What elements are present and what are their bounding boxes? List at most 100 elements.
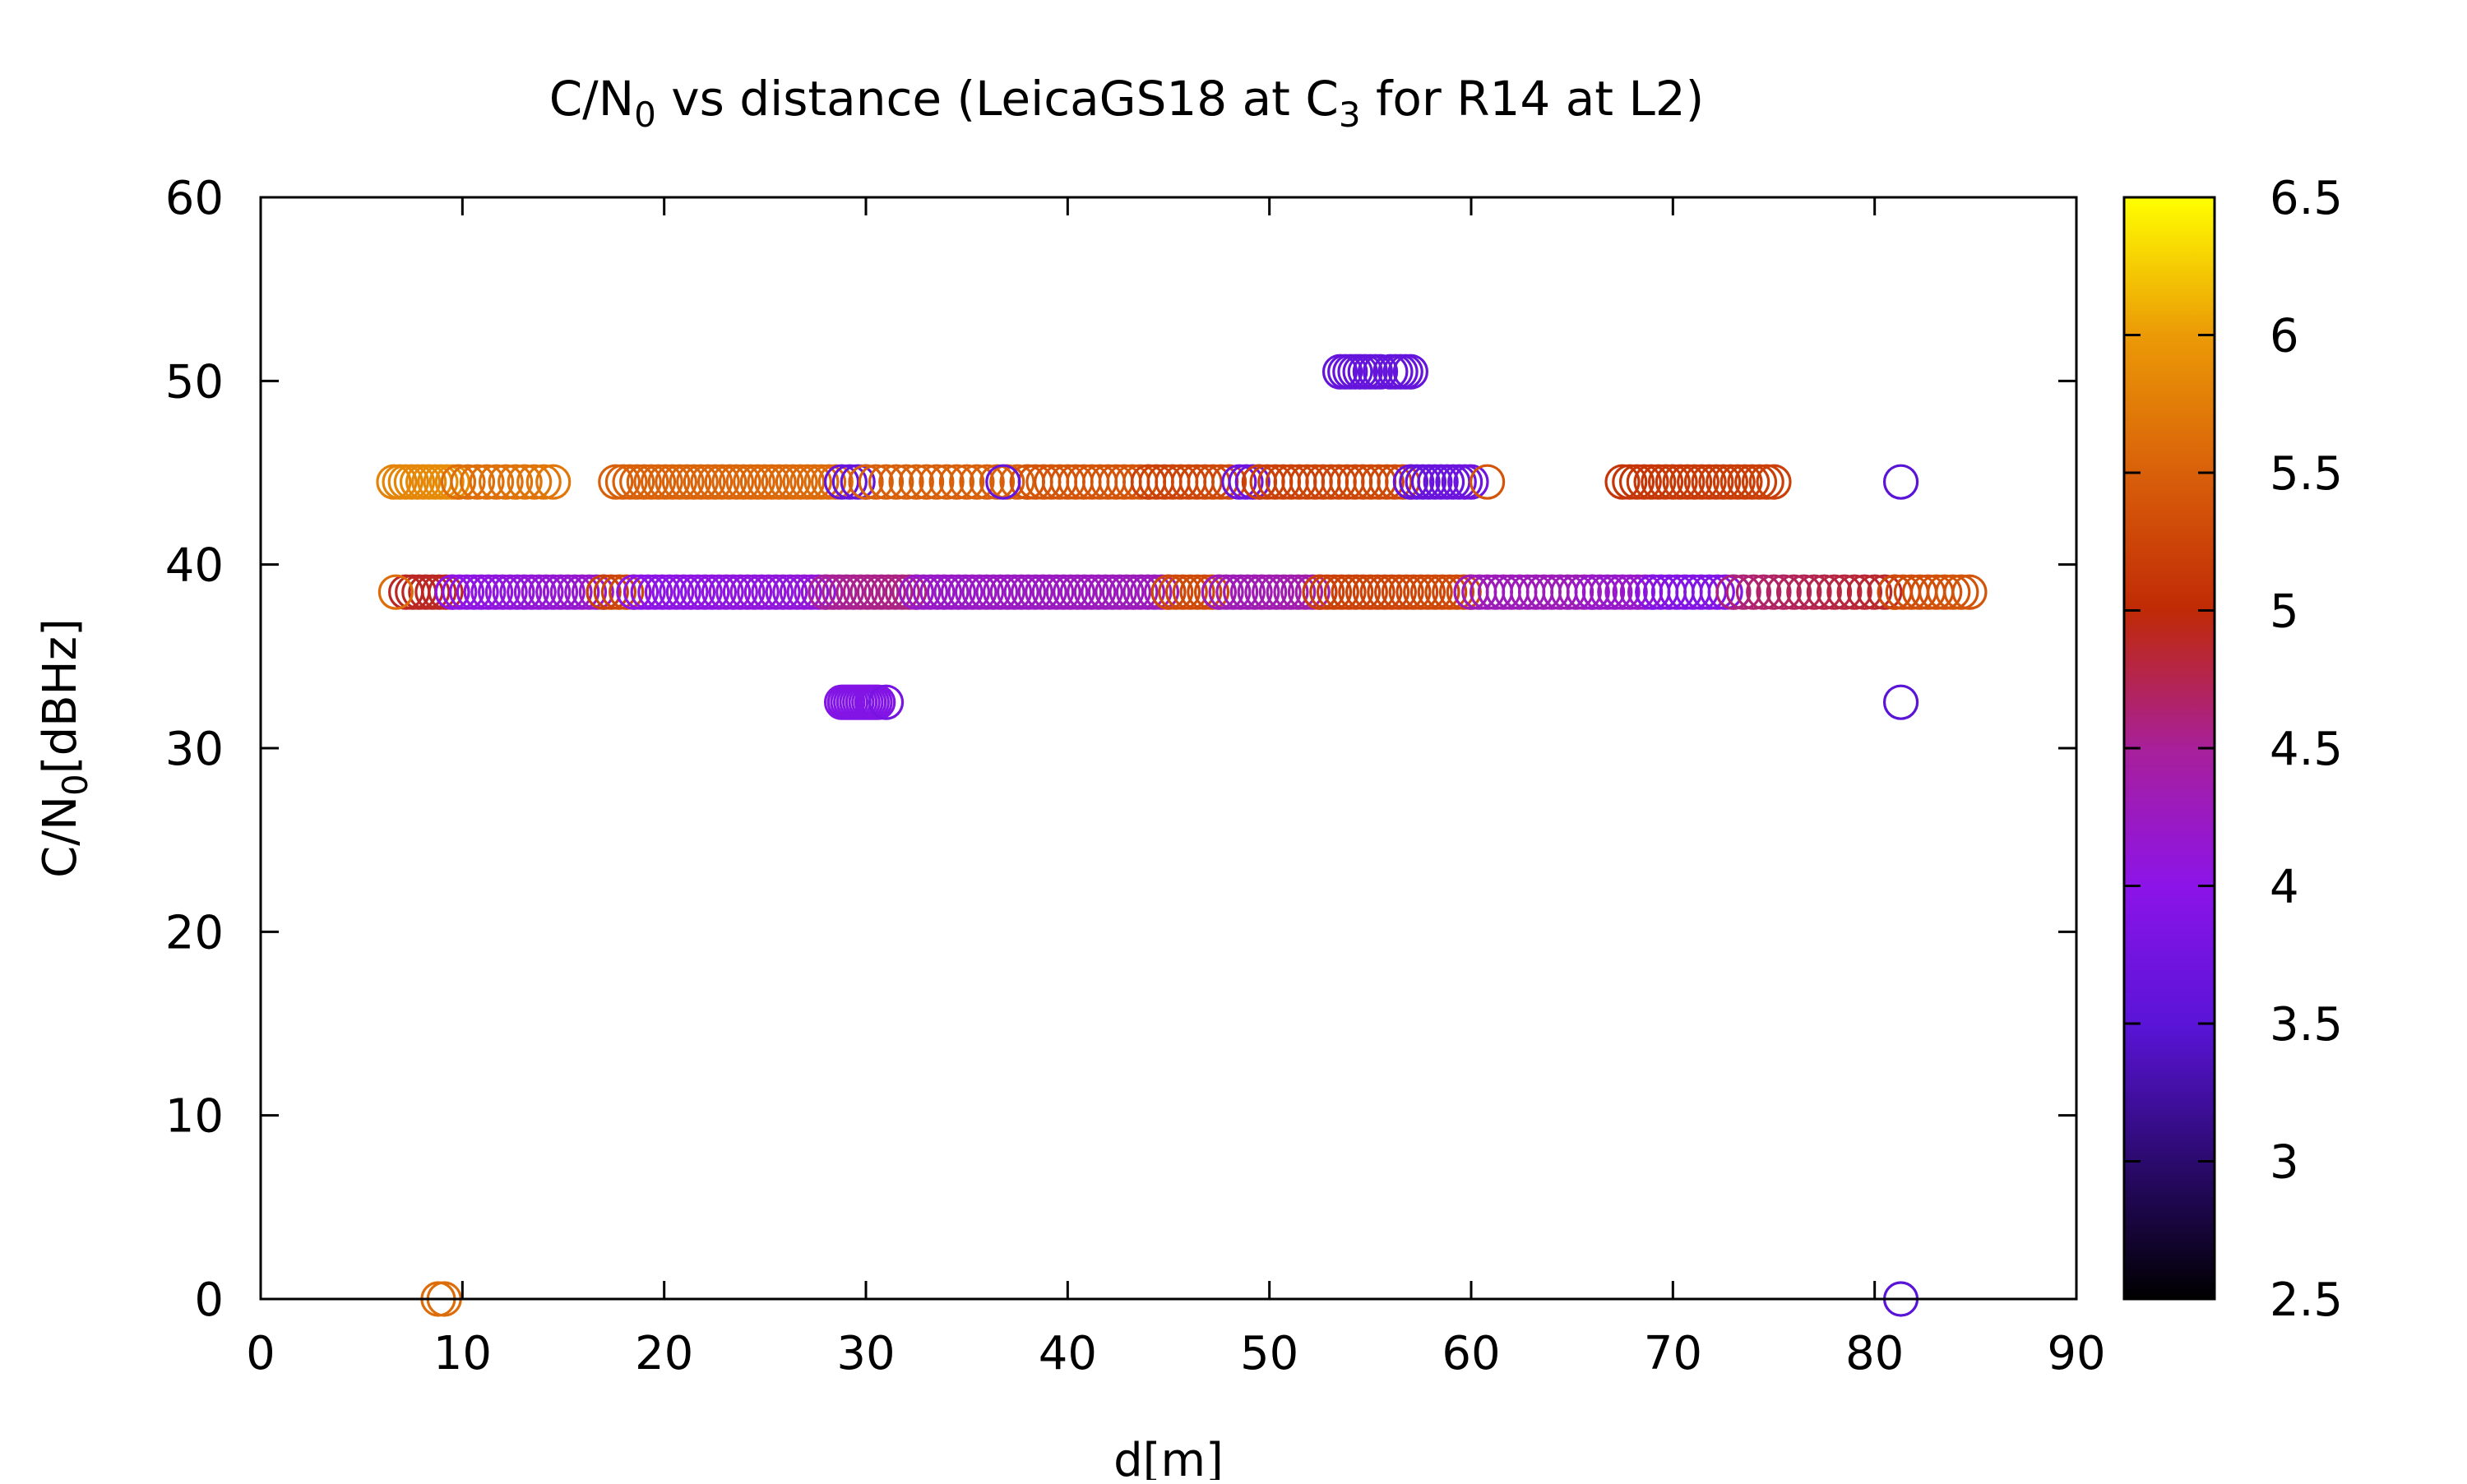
data-point bbox=[633, 464, 669, 500]
data-point bbox=[722, 574, 758, 610]
x-tick-label: 0 bbox=[246, 1327, 275, 1380]
data-point bbox=[1796, 574, 1832, 610]
data-point bbox=[612, 464, 648, 500]
data-point bbox=[1059, 574, 1095, 610]
data-point bbox=[630, 574, 666, 610]
data-point bbox=[1045, 574, 1081, 610]
data-point bbox=[470, 574, 507, 610]
data-point bbox=[996, 574, 1033, 610]
data-point bbox=[1215, 574, 1252, 610]
data-point bbox=[1302, 574, 1338, 610]
data-point bbox=[1352, 574, 1388, 610]
data-point bbox=[757, 574, 794, 610]
data-point bbox=[1403, 574, 1439, 610]
data-point bbox=[598, 464, 634, 500]
data-point bbox=[1756, 464, 1792, 500]
colorbar-tick-label: 3 bbox=[2270, 1136, 2299, 1190]
data-point bbox=[1164, 574, 1201, 610]
data-point bbox=[938, 464, 975, 500]
data-point bbox=[661, 464, 698, 500]
data-point bbox=[794, 574, 830, 610]
data-point bbox=[1470, 464, 1506, 500]
data-point bbox=[644, 574, 680, 610]
colorbar-tick-label: 5 bbox=[2270, 585, 2299, 639]
data-point bbox=[739, 464, 775, 500]
data-point bbox=[1115, 574, 1152, 610]
data-point bbox=[1619, 574, 1656, 610]
data-point bbox=[637, 574, 673, 610]
data-point bbox=[786, 574, 822, 610]
data-point bbox=[1453, 464, 1489, 500]
data-point bbox=[1589, 574, 1626, 610]
data-point bbox=[828, 574, 865, 610]
data-point bbox=[775, 464, 812, 500]
data-point bbox=[659, 574, 695, 610]
data-point bbox=[1786, 574, 1822, 610]
data-point bbox=[725, 464, 761, 500]
data-point bbox=[822, 574, 858, 610]
data-point bbox=[800, 574, 836, 610]
x-tick-label: 70 bbox=[1644, 1327, 1702, 1380]
data-point bbox=[593, 574, 629, 610]
data-point bbox=[1626, 464, 1662, 500]
data-point bbox=[1741, 464, 1778, 500]
data-point bbox=[651, 574, 687, 610]
data-point bbox=[1323, 574, 1359, 610]
data-point bbox=[525, 464, 562, 500]
data-point bbox=[1604, 464, 1641, 500]
data-point bbox=[488, 464, 524, 500]
data-point bbox=[478, 464, 515, 500]
data-point bbox=[507, 574, 543, 610]
data-point bbox=[1266, 574, 1302, 610]
data-point bbox=[535, 574, 572, 610]
data-point bbox=[1409, 574, 1446, 610]
data-point bbox=[694, 574, 730, 610]
x-tick-label: 80 bbox=[1845, 1327, 1904, 1380]
data-point bbox=[1367, 574, 1403, 610]
data-point bbox=[1172, 574, 1208, 610]
data-point bbox=[1073, 574, 1109, 610]
data-point bbox=[1338, 574, 1374, 610]
data-point bbox=[898, 574, 934, 610]
data-point bbox=[1641, 464, 1677, 500]
data-point bbox=[1273, 574, 1309, 610]
data-point bbox=[1187, 464, 1223, 500]
data-point bbox=[1951, 574, 1988, 610]
data-point bbox=[1826, 574, 1863, 610]
data-point bbox=[1345, 574, 1382, 610]
data-point bbox=[1223, 574, 1259, 610]
data-point bbox=[1237, 574, 1273, 610]
data-point bbox=[1294, 574, 1331, 610]
data-point bbox=[842, 574, 878, 610]
data-point bbox=[623, 574, 660, 610]
data-point bbox=[542, 574, 579, 610]
y-tick-label: 30 bbox=[165, 723, 224, 776]
data-point bbox=[1368, 464, 1405, 500]
data-point bbox=[1143, 574, 1180, 610]
data-point bbox=[1392, 354, 1429, 390]
data-point bbox=[814, 574, 851, 610]
data-point bbox=[665, 574, 701, 610]
data-point bbox=[1229, 574, 1266, 610]
colorbar-tick-label: 4 bbox=[2270, 861, 2299, 914]
data-point bbox=[478, 574, 514, 610]
data-point bbox=[1725, 574, 1761, 610]
data-point bbox=[1316, 574, 1353, 610]
data-point bbox=[989, 574, 1025, 610]
data-point bbox=[1287, 574, 1324, 610]
x-axis-label: d[m] bbox=[1113, 1434, 1224, 1480]
data-point bbox=[1927, 574, 1963, 610]
data-point bbox=[1662, 464, 1698, 500]
data-point bbox=[743, 574, 780, 610]
data-point bbox=[1817, 574, 1853, 610]
data-point bbox=[1039, 574, 1075, 610]
data-point bbox=[676, 464, 712, 500]
data-point bbox=[1252, 574, 1288, 610]
data-point bbox=[1836, 574, 1872, 610]
y-tick-label: 20 bbox=[165, 906, 224, 959]
data-point bbox=[715, 574, 752, 610]
data-point bbox=[888, 464, 924, 500]
data-point bbox=[1395, 574, 1432, 610]
data-point bbox=[860, 684, 896, 720]
